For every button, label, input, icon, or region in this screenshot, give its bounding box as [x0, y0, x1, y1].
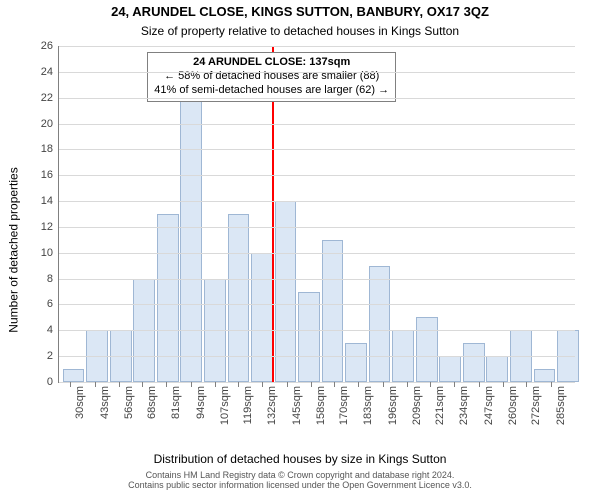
gridline-h [59, 124, 575, 125]
x-tick-label: 30sqm [74, 382, 86, 419]
gridline-h [59, 356, 575, 357]
x-tick-label: 94sqm [195, 382, 207, 419]
histogram-bar [439, 356, 461, 382]
y-tick-label: 26 [41, 40, 59, 52]
x-tick-mark [95, 382, 96, 387]
footer-line-1: Contains HM Land Registry data © Crown c… [0, 470, 600, 480]
x-tick-label: 221sqm [434, 382, 446, 425]
x-tick-label: 170sqm [338, 382, 350, 425]
y-tick-label: 20 [41, 118, 59, 130]
x-tick-label: 209sqm [411, 382, 423, 425]
gridline-h [59, 72, 575, 73]
x-tick-mark [383, 382, 384, 387]
y-tick-label: 2 [47, 350, 59, 362]
x-tick-label: 107sqm [219, 382, 231, 425]
gridline-h [59, 175, 575, 176]
x-tick-mark [551, 382, 552, 387]
y-tick-label: 22 [41, 92, 59, 104]
histogram-bar [180, 98, 202, 382]
histogram-bar [275, 201, 297, 382]
x-tick-mark [479, 382, 480, 387]
x-tick-label: 56sqm [123, 382, 135, 419]
x-tick-label: 260sqm [507, 382, 519, 425]
x-tick-mark [430, 382, 431, 387]
y-tick-label: 4 [47, 324, 59, 336]
x-tick-label: 68sqm [146, 382, 158, 419]
gridline-h [59, 201, 575, 202]
chart-title: 24, ARUNDEL CLOSE, KINGS SUTTON, BANBURY… [0, 4, 600, 19]
x-tick-mark [166, 382, 167, 387]
histogram-bar [251, 253, 273, 382]
callout-title: 24 ARUNDEL CLOSE: 137sqm [154, 56, 389, 70]
x-tick-mark [334, 382, 335, 387]
x-tick-mark [526, 382, 527, 387]
gridline-h [59, 46, 575, 47]
x-tick-mark [503, 382, 504, 387]
x-tick-label: 132sqm [266, 382, 278, 425]
y-tick-label: 24 [41, 66, 59, 78]
x-tick-mark [119, 382, 120, 387]
x-tick-mark [142, 382, 143, 387]
x-axis-label: Distribution of detached houses by size … [0, 452, 600, 466]
y-tick-label: 8 [47, 273, 59, 285]
footer: Contains HM Land Registry data © Crown c… [0, 470, 600, 490]
x-tick-label: 43sqm [99, 382, 111, 419]
y-tick-label: 12 [41, 221, 59, 233]
y-axis-label-text: Number of detached properties [7, 167, 21, 332]
x-tick-label: 247sqm [483, 382, 495, 425]
x-tick-mark [191, 382, 192, 387]
footer-line-2: Contains public sector information licen… [0, 480, 600, 490]
histogram-bar [322, 240, 344, 382]
x-tick-mark [358, 382, 359, 387]
x-tick-label: 119sqm [242, 382, 254, 424]
y-tick-label: 10 [41, 247, 59, 259]
x-tick-mark [238, 382, 239, 387]
y-axis-label: Number of detached properties [6, 0, 22, 500]
gridline-h [59, 304, 575, 305]
y-tick-label: 16 [41, 169, 59, 181]
x-tick-mark [407, 382, 408, 387]
histogram-bar [416, 317, 438, 382]
x-tick-label: 158sqm [315, 382, 327, 425]
gridline-h [59, 98, 575, 99]
y-tick-label: 18 [41, 143, 59, 155]
histogram-bar [63, 369, 85, 382]
x-tick-mark [215, 382, 216, 387]
chart-subtitle: Size of property relative to detached ho… [0, 24, 600, 38]
x-tick-mark [311, 382, 312, 387]
y-tick-label: 6 [47, 298, 59, 310]
histogram-bar [534, 369, 556, 382]
histogram-bar [345, 343, 367, 382]
x-tick-label: 285sqm [555, 382, 567, 425]
gridline-h [59, 253, 575, 254]
histogram-bar [463, 343, 485, 382]
x-tick-mark [287, 382, 288, 387]
x-tick-label: 183sqm [362, 382, 374, 425]
x-tick-mark [70, 382, 71, 387]
x-tick-label: 81sqm [170, 382, 182, 419]
x-tick-label: 196sqm [387, 382, 399, 425]
histogram-bar [486, 356, 508, 382]
x-tick-label: 234sqm [458, 382, 470, 425]
y-tick-label: 0 [47, 376, 59, 388]
callout-box: 24 ARUNDEL CLOSE: 137sqm ← 58% of detach… [147, 52, 396, 101]
gridline-h [59, 330, 575, 331]
histogram-bar [369, 266, 391, 382]
y-tick-label: 14 [41, 195, 59, 207]
plot-area: 24 ARUNDEL CLOSE: 137sqm ← 58% of detach… [58, 46, 575, 383]
x-tick-mark [454, 382, 455, 387]
callout-line-larger: 41% of semi-detached houses are larger (… [154, 84, 389, 98]
gridline-h [59, 279, 575, 280]
x-tick-label: 272sqm [530, 382, 542, 425]
gridline-h [59, 149, 575, 150]
gridline-h [59, 227, 575, 228]
x-tick-mark [262, 382, 263, 387]
x-tick-label: 145sqm [291, 382, 303, 425]
